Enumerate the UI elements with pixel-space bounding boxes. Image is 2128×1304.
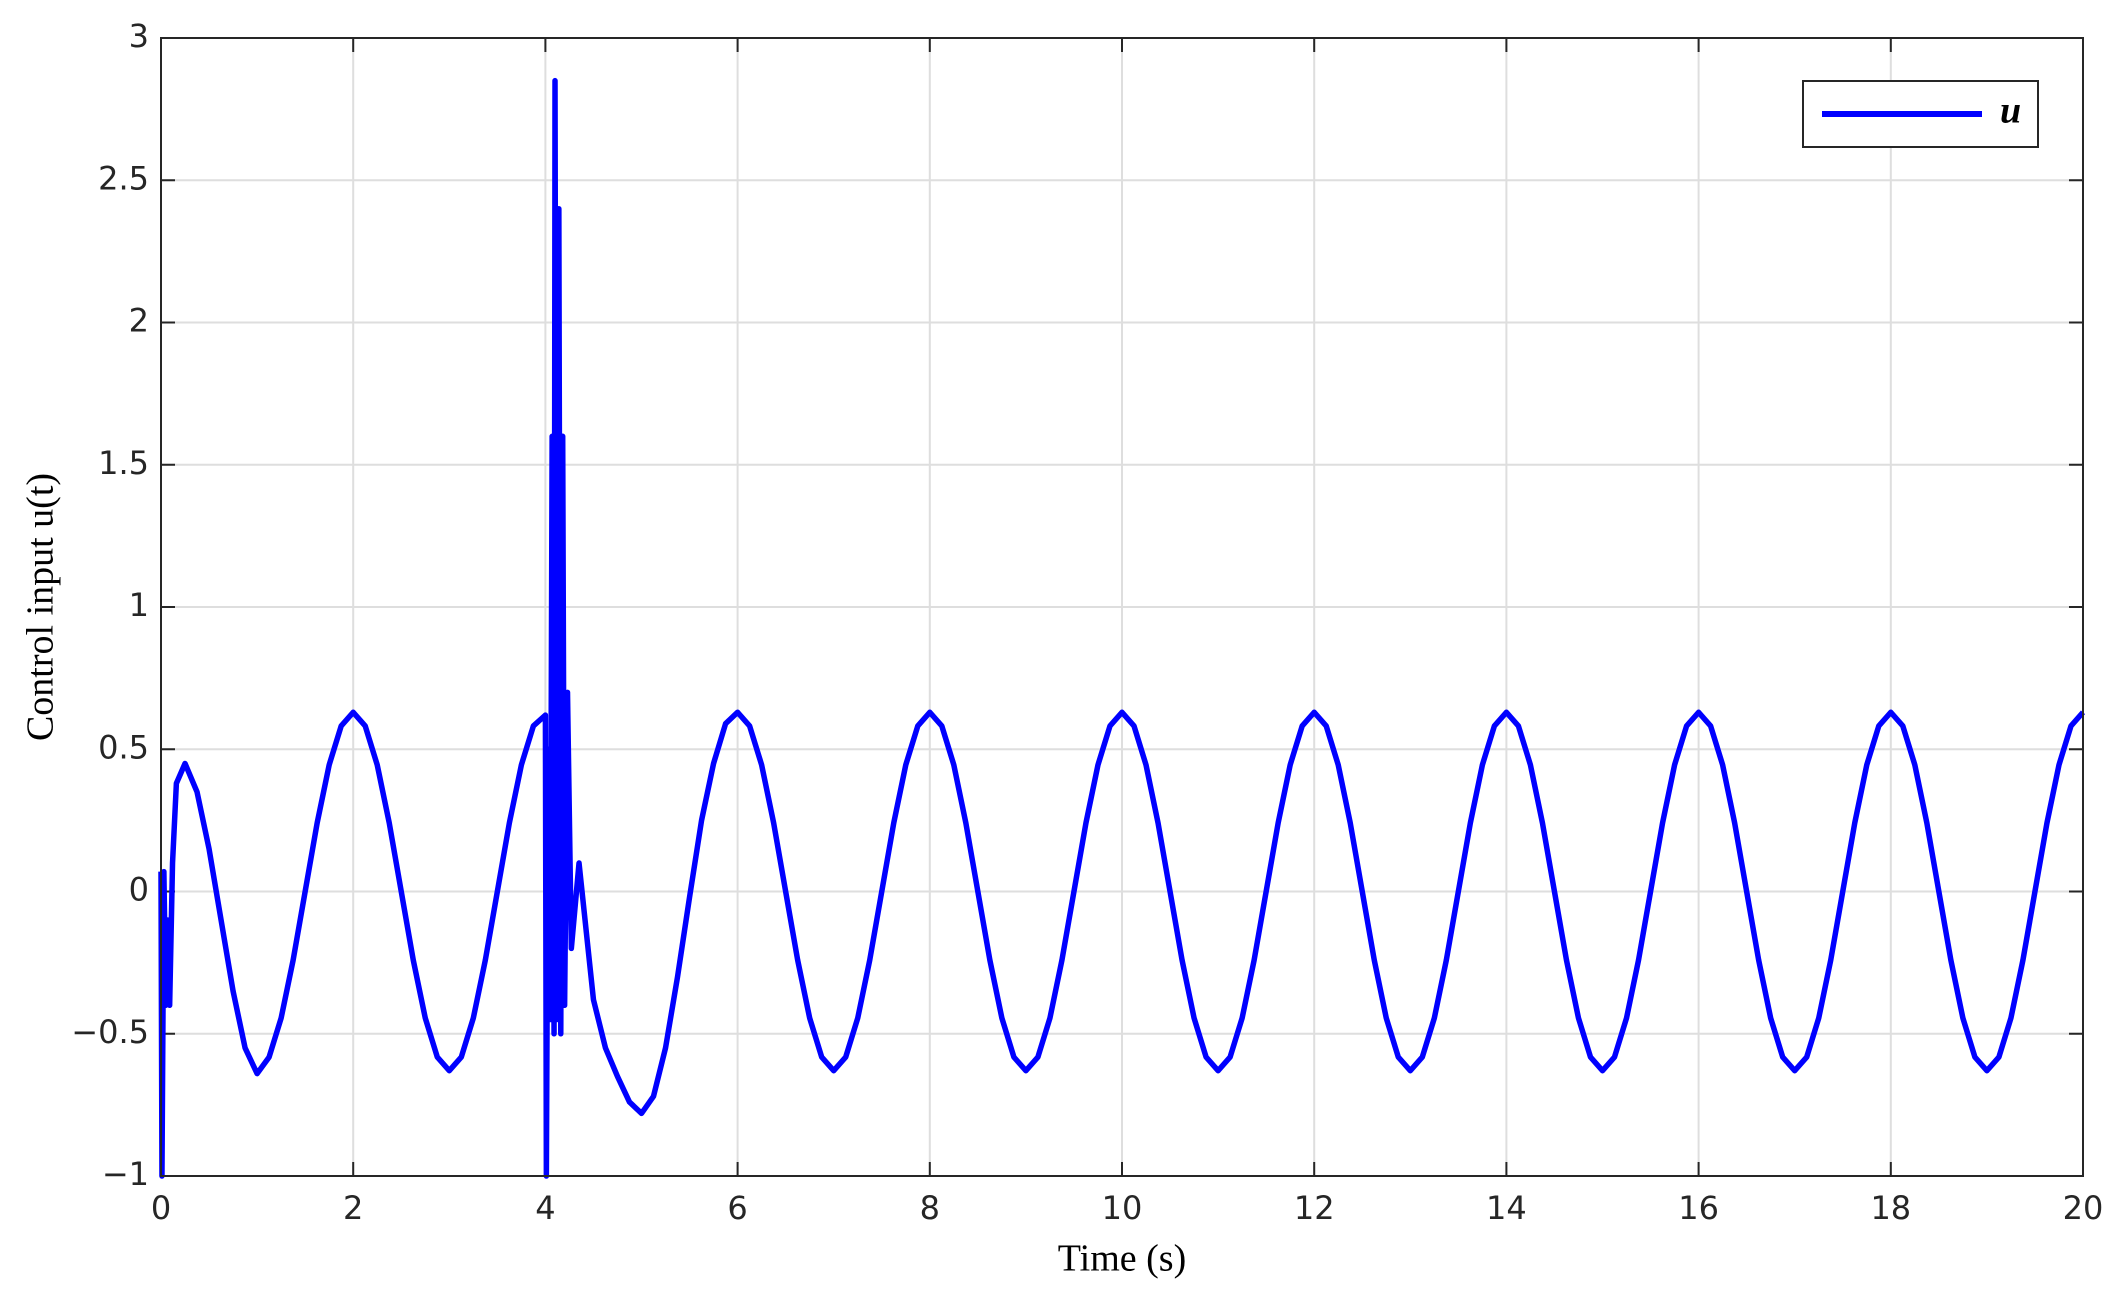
y-tick-label: 2.5: [98, 159, 149, 197]
x-tick-label: 6: [727, 1189, 747, 1227]
x-tick-label: 0: [151, 1189, 171, 1227]
y-tick-label: 0.5: [98, 728, 149, 766]
data-line: [158, 77, 2086, 1179]
y-tick-label: −0.5: [71, 1013, 149, 1051]
x-tick-label: 8: [920, 1189, 940, 1227]
legend-label: u: [2000, 90, 2021, 132]
plot-area: 0 2 4 6 8 10 12 14 16 18 20 −1 −0.5 0 0.5 1 1.5 2 2.5 3: [71, 17, 2103, 1227]
y-tick-label: 2: [129, 302, 149, 340]
x-tick-label: 14: [1486, 1189, 1527, 1227]
x-tick-label: 16: [1678, 1189, 1719, 1227]
x-tick-label: 12: [1294, 1189, 1335, 1227]
x-tick-label: 10: [1102, 1189, 1143, 1227]
x-tick-label: 20: [2063, 1189, 2104, 1227]
y-tick-label: 1.5: [98, 444, 149, 482]
legend: u: [1802, 80, 2039, 148]
y-tick-label: −1: [102, 1155, 149, 1193]
x-axis-label: Time (s): [1058, 1238, 1186, 1280]
x-tick-label: 18: [1870, 1189, 1911, 1227]
x-tick-label: 2: [343, 1189, 363, 1227]
y-tick-label: 3: [129, 17, 149, 55]
y-axis-label: Control input u(t): [20, 473, 62, 741]
x-tick-label: 4: [535, 1189, 555, 1227]
y-tick-label: 0: [129, 871, 149, 909]
y-tick-label: 1: [129, 586, 149, 624]
axes-box: [160, 37, 2084, 1177]
